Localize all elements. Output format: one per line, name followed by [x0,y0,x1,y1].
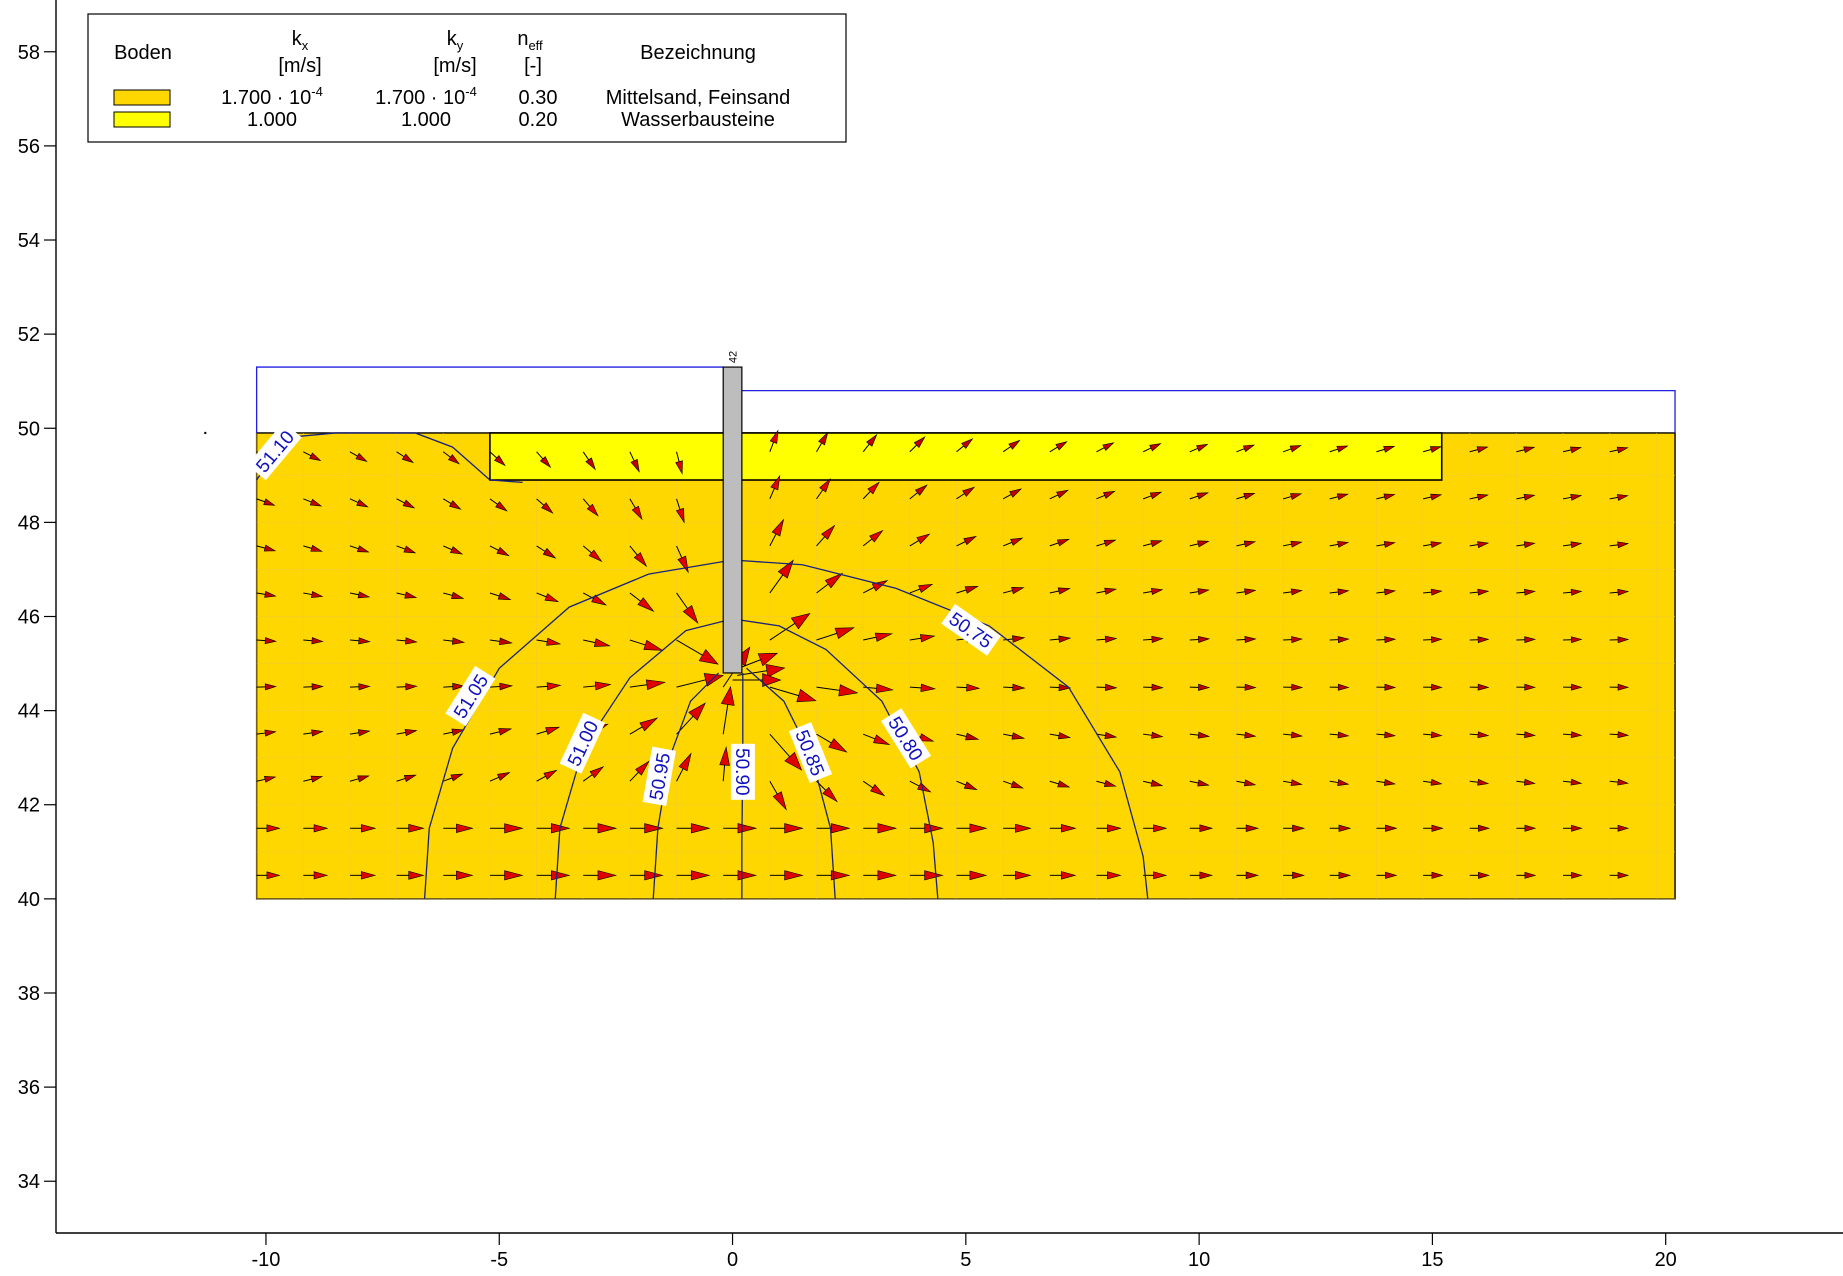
y-tick-label: 54 [18,230,40,252]
legend-swatch [114,90,170,105]
arrow-shaft [1423,734,1431,735]
equipotential-label: 50.90 [731,744,755,800]
arrow-shaft [1236,640,1245,641]
y-tick-label: 52 [18,324,40,346]
sub-or-superscript: -4 [311,84,323,99]
x-tick-label: 20 [1655,1249,1677,1271]
sheet-pile-wall: 42 [723,351,742,673]
legend-header-soil: Boden [114,42,172,64]
arrow-shaft [1376,734,1384,735]
y-tick-label: 40 [18,889,40,911]
legend-description: Mittelsand, Feinsand [606,87,791,109]
x-tick-label: 0 [727,1249,738,1271]
y-tick-label: 44 [18,701,40,723]
wall-label: 42 [728,351,740,363]
x-tick-label: -10 [252,1249,281,1271]
legend-description: Wasserbausteine [621,109,775,131]
arrow-shaft [1610,592,1618,593]
legend-header-kx-unit: [m/s] [278,55,321,77]
y-tick-label: 36 [18,1077,40,1099]
legend-header-ky-unit: [m/s] [433,55,476,77]
arrow-shaft [1190,639,1199,640]
y-tick-label: 58 [18,42,40,64]
marker-dot [204,432,206,434]
legend-header-neff-unit: [-] [524,55,542,77]
sub-or-superscript: -4 [465,84,477,99]
x-tick-label: 5 [960,1249,971,1271]
x-tick-label: -5 [490,1249,508,1271]
sub-or-superscript: x [302,38,309,53]
legend-kx-value: 1.000 [247,109,297,131]
y-tick-label: 48 [18,512,40,534]
arrow-shaft [1143,639,1152,640]
arrow-shaft [1470,734,1478,735]
x-tick-label: 10 [1188,1249,1210,1271]
y-tick-label: 50 [18,418,40,440]
y-tick-label: 42 [18,795,40,817]
sub-or-superscript: eff [528,38,543,53]
y-tick-label: 56 [18,136,40,158]
riprap-layer [490,433,1442,480]
y-tick-label: 38 [18,983,40,1005]
arrow-shaft [257,640,266,641]
soil-body [204,367,1675,899]
x-tick-label: 15 [1421,1249,1443,1271]
arrow-shaft [956,687,966,688]
legend-neff-value: 0.20 [519,109,558,131]
sub-or-superscript: y [457,38,464,53]
legend-neff-value: 0.30 [519,87,558,109]
arrow-shaft [1563,734,1571,735]
arrow-shaft [1563,592,1571,593]
water-level-right [742,391,1675,433]
water-level-left [257,367,724,433]
arrow-shaft [1610,734,1618,735]
legend-kx-value: 1.700 · 10-4 [221,84,323,109]
equipotential-value: 50.90 [731,748,752,796]
legend-box: Bodenkx[m/s]ky[m/s]neff[-]Bezeichnung1.7… [88,14,846,142]
legend-ky-value: 1.000 [401,109,451,131]
legend-swatch [114,112,170,127]
y-tick-label: 46 [18,607,40,629]
y-tick-label: 34 [18,1171,40,1193]
arrow-shaft [303,640,312,641]
legend-header-description: Bezeichnung [640,42,756,64]
legend-ky-value: 1.700 · 10-4 [375,84,477,109]
arrow-shaft [490,687,500,688]
wall-body [723,367,742,673]
arrow-shaft [1516,734,1524,735]
